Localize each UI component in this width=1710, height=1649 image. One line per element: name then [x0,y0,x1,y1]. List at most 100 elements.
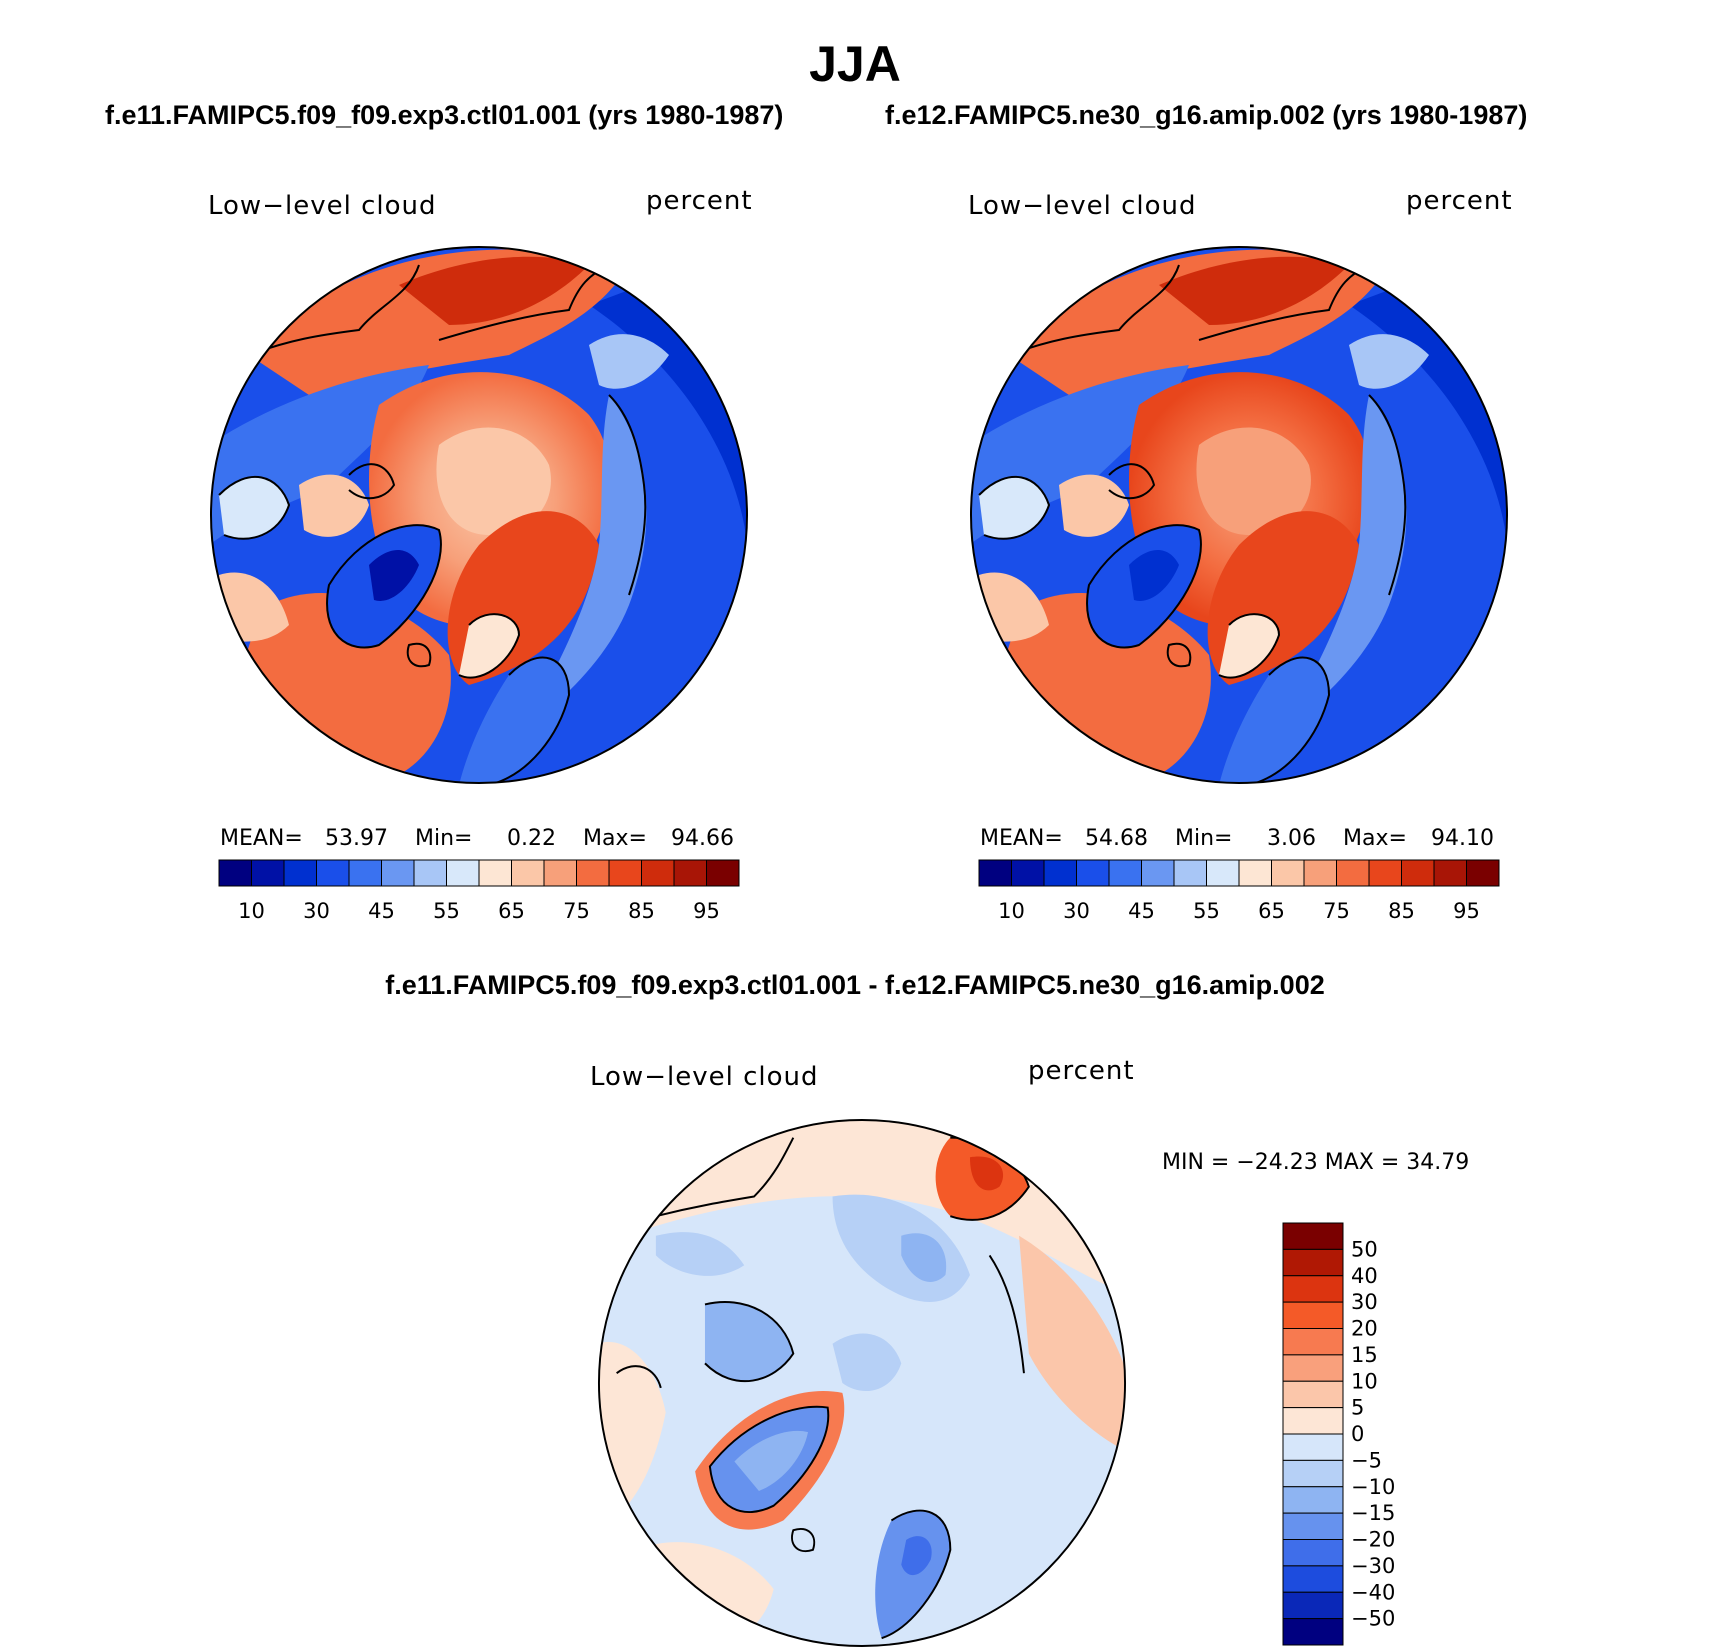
right-colorbar-tick-label: 65 [1258,899,1285,923]
diff-colorbar-tick-label: −50 [1351,1607,1395,1631]
diff-colorbar-box [1282,1591,1344,1620]
left-colorbar-box [251,859,285,887]
diff-colorbar-box [1282,1380,1344,1409]
diff-colorbar-box [1282,1565,1344,1593]
difference-title: f.e11.FAMIPC5.f09_f09.exp3.ctl01.001 - f… [385,970,1325,1000]
diff-colorbar-tick-label: 5 [1351,1396,1364,1420]
diff-colorbar-box [1282,1354,1344,1382]
left-colorbar-tick-label: 45 [368,899,395,923]
left-colorbar-box [478,859,512,887]
right-case-title: f.e12.FAMIPC5.ne30_g16.amip.002 (yrs 198… [885,100,1528,130]
right-colorbar-box [1173,859,1207,887]
right-min-value: 3.06 [1267,826,1316,851]
diff-colorbar-tick-label: −30 [1351,1554,1395,1578]
left-colorbar-box [543,859,577,887]
right-colorbar-box [1466,859,1500,887]
diff-colorbar-tick-label: 15 [1351,1343,1378,1367]
right-min-label: Min= [1175,826,1233,851]
left-variable-label: Low−level cloud [208,191,437,221]
left-colorbar-tick-label: 75 [563,899,590,923]
diff-colorbar-box [1282,1275,1344,1303]
left-colorbar-box [218,859,252,887]
diff-colorbar-tick-label: 50 [1351,1237,1378,1261]
diff-colorbar-tick-label: −15 [1351,1501,1395,1525]
right-colorbar-tick-label: 85 [1388,899,1415,923]
right-colorbar-box [978,859,1012,887]
left-colorbar-tick-label: 65 [498,899,525,923]
left-colorbar-box [348,859,382,887]
left-max-label: Max= [583,826,647,851]
left-mean-label: MEAN= [220,826,303,851]
left-colorbar-box [381,859,415,887]
left-colorbar-box [446,859,480,887]
diff-colorbar-box [1282,1486,1344,1514]
diff-colorbar-box [1282,1512,1344,1540]
left-colorbar-box [413,859,447,887]
diff-minmax: MIN = −24.23 MAX = 34.79 [1162,1150,1470,1175]
left-colorbar-box [706,859,740,887]
difference-polar-map [597,1118,1127,1648]
right-colorbar: 10 30 45 55 65 75 85 95 [978,859,1500,923]
right-colorbar-box [1238,859,1272,887]
diff-colorbar-box [1282,1407,1344,1435]
left-mean-value: 53.97 [325,826,388,851]
left-colorbar-box [511,859,545,887]
left-max-value: 94.66 [671,826,734,851]
left-colorbar-box [283,859,317,887]
right-colorbar-box [1433,859,1467,887]
right-colorbar-box [1141,859,1175,887]
left-min-value: 0.22 [507,826,556,851]
right-units-label: percent [1406,186,1513,216]
diff-colorbar-tick-label: −10 [1351,1475,1395,1499]
diff-colorbar-box [1282,1328,1344,1356]
diff-colorbar-tick-label: −20 [1351,1528,1395,1552]
left-colorbar-box [641,859,675,887]
left-case-title: f.e11.FAMIPC5.f09_f09.exp3.ctl01.001 (yr… [105,100,784,130]
right-colorbar-box [1303,859,1337,887]
diff-colorbar-tick-label: 0 [1351,1422,1364,1446]
main-title: JJA [809,36,901,92]
left-colorbar-box [673,859,707,887]
right-variable-label: Low−level cloud [968,191,1197,221]
diff-colorbar-tick-label: 30 [1351,1290,1378,1314]
diff-colorbar-tick-label: −40 [1351,1580,1395,1604]
diff-colorbar-box [1282,1618,1344,1646]
right-colorbar-box [1076,859,1110,887]
diff-colorbar-tick-label: −5 [1351,1448,1382,1472]
diff-colorbar-box [1282,1222,1344,1250]
right-mean-label: MEAN= [980,826,1063,851]
right-colorbar-tick-label: 55 [1193,899,1220,923]
left-polar-map [210,246,748,784]
left-colorbar-tick-label: 30 [303,899,330,923]
right-colorbar-box [1108,859,1142,887]
right-colorbar-box [1336,859,1370,887]
right-colorbar-tick-label: 10 [998,899,1025,923]
left-colorbar-box [608,859,642,887]
left-colorbar-tick-label: 85 [628,899,655,923]
left-colorbar-tick-label: 55 [433,899,460,923]
diff-units-label: percent [1028,1056,1135,1086]
right-polar-map [970,246,1508,784]
diff-colorbar-box [1282,1248,1344,1277]
right-colorbar-tick-label: 30 [1063,899,1090,923]
right-colorbar-box [1271,859,1305,887]
diff-colorbar-tick-label: 20 [1351,1317,1378,1341]
right-colorbar-tick-label: 95 [1453,899,1480,923]
right-colorbar-box [1368,859,1402,887]
diff-colorbar-box [1282,1301,1344,1329]
right-colorbar-box [1206,859,1240,887]
right-colorbar-box [1011,859,1045,887]
right-colorbar-box [1401,859,1435,887]
right-colorbar-box [1043,859,1077,887]
diff-variable-label: Low−level cloud [590,1062,819,1092]
diff-colorbar-tick-label: 40 [1351,1264,1378,1288]
diff-colorbar-box [1282,1539,1344,1567]
left-colorbar-tick-label: 10 [238,899,265,923]
left-colorbar: 10 30 45 55 65 75 85 95 [218,859,740,923]
right-colorbar-tick-label: 75 [1323,899,1350,923]
left-units-label: percent [646,186,753,216]
left-colorbar-box [576,859,610,887]
left-min-label: Min= [415,826,473,851]
right-max-value: 94.10 [1431,826,1494,851]
